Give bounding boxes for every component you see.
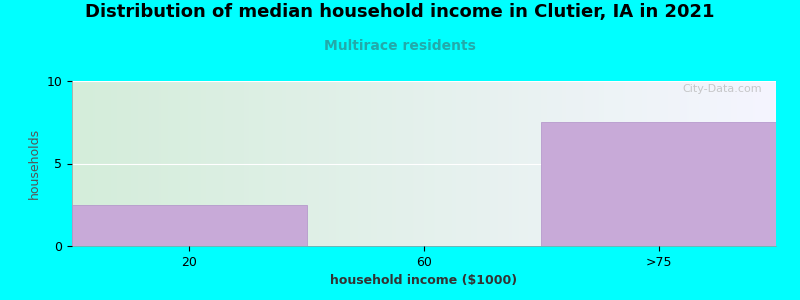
X-axis label: household income ($1000): household income ($1000) — [330, 274, 518, 287]
Text: Distribution of median household income in Clutier, IA in 2021: Distribution of median household income … — [86, 3, 714, 21]
Text: City-Data.com: City-Data.com — [682, 84, 762, 94]
Bar — [542, 122, 776, 246]
Text: Multirace residents: Multirace residents — [324, 39, 476, 53]
Y-axis label: households: households — [28, 128, 41, 199]
Bar — [72, 205, 306, 246]
